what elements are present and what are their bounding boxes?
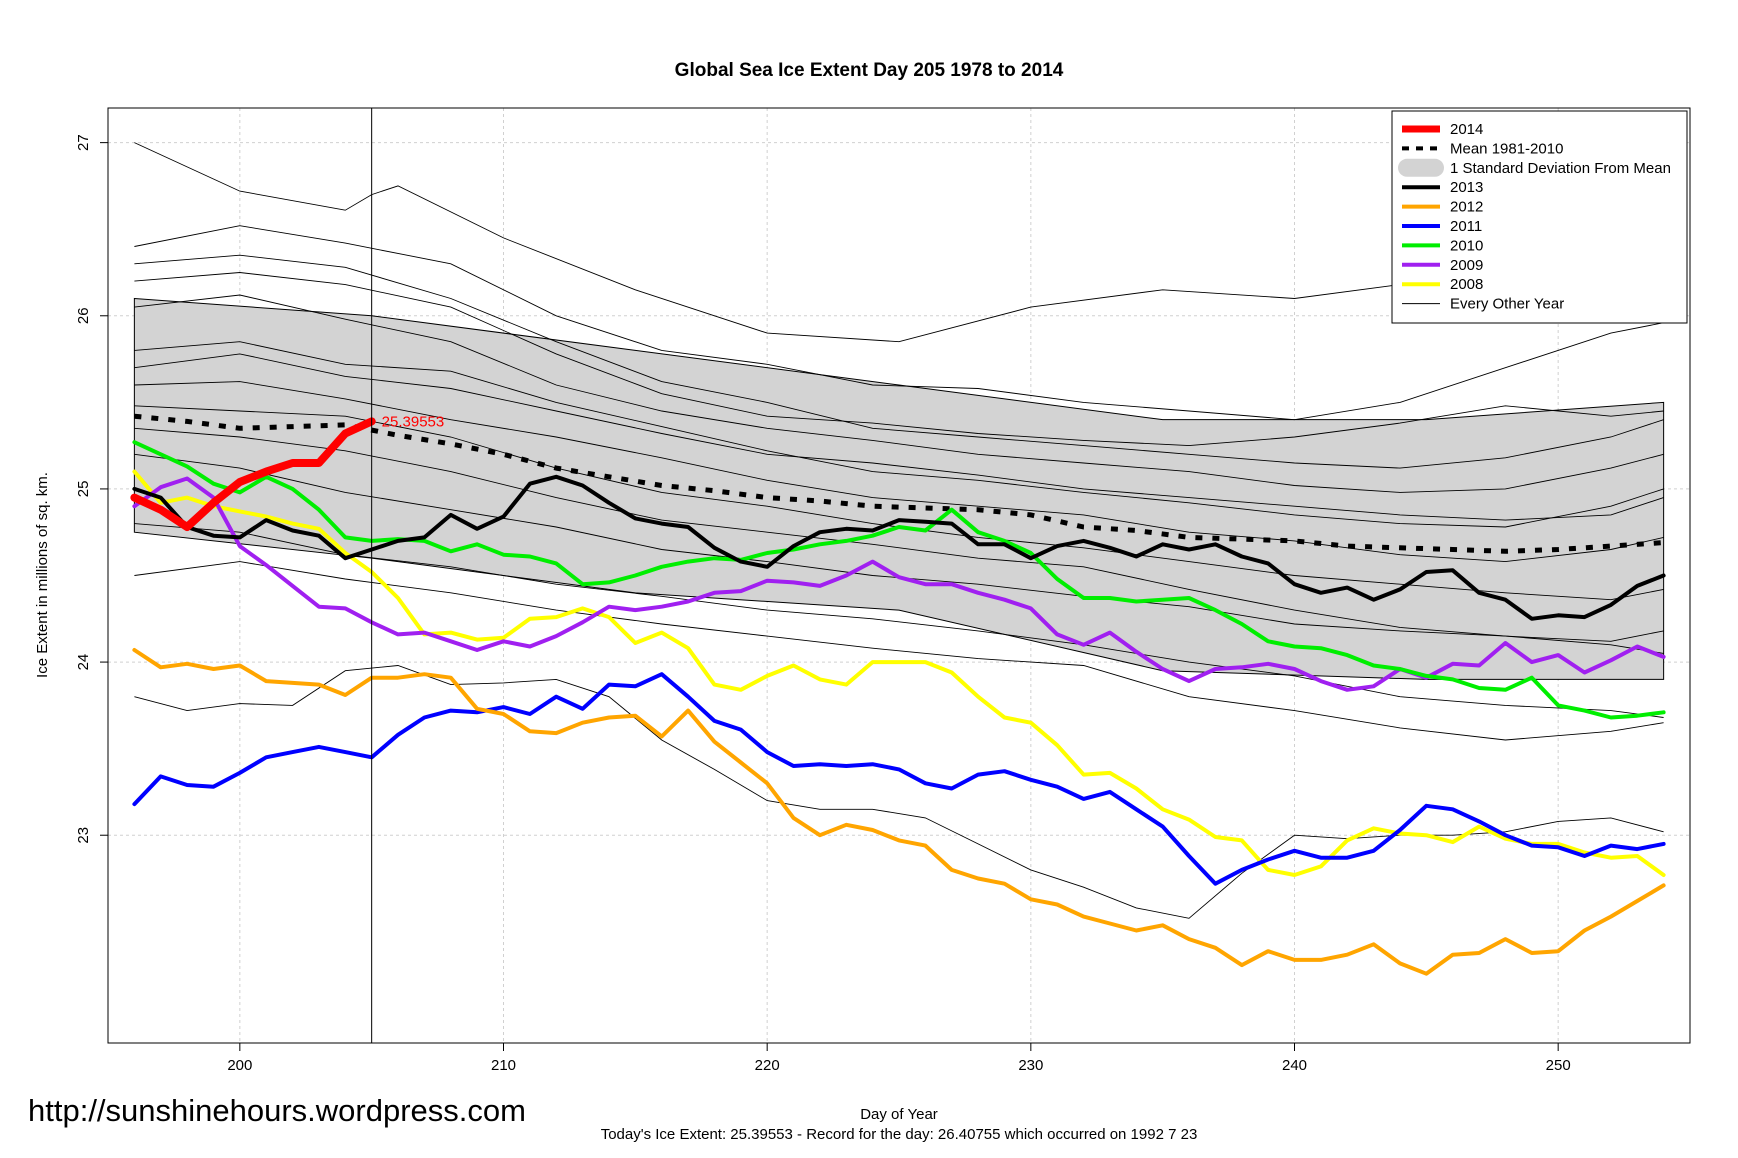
x-tick-label: 230 [1018, 1057, 1043, 1074]
other-year-line [134, 294, 1664, 493]
y-axis-label: Ice Extent in millions of sq. km. [34, 472, 51, 678]
y-tick-label: 27 [75, 134, 92, 151]
x-axis: 200 210 220 230 240 250 [227, 1043, 1571, 1074]
legend-label: 2014 [1450, 121, 1483, 138]
x-tick-label: 210 [491, 1057, 516, 1074]
y-axis: 23 24 25 26 27 [75, 134, 108, 844]
legend: 2014 Mean 1981-2010 1 Standard Deviation F… [1391, 110, 1688, 324]
legend-label: 2008 [1450, 276, 1483, 293]
highlighted-series [130, 413, 1666, 976]
std-dev-band [133, 297, 1665, 680]
x-axis-label: Day of Year [860, 1106, 938, 1123]
other-year-line [134, 427, 1664, 642]
y-tick-label: 23 [75, 827, 92, 844]
legend-label: 2010 [1450, 237, 1483, 254]
other-year-line [134, 381, 1664, 563]
legend-label: 2009 [1450, 257, 1483, 274]
plot-frame [107, 107, 1691, 1044]
y-tick-label: 24 [75, 654, 92, 671]
legend-label: 2013 [1450, 179, 1483, 196]
x-tick-label: 220 [755, 1057, 780, 1074]
other-year-line [134, 561, 1664, 741]
y-tick-label: 25 [75, 481, 92, 498]
other-year-line [134, 341, 1664, 528]
other-year-line [134, 353, 1664, 521]
series-line-2011 [132, 672, 1666, 886]
legend-swatch [1398, 158, 1444, 177]
watermark-url: http://sunshinehours.wordpress.com [28, 1093, 526, 1128]
series-line-mean-1981-2010 [134, 413, 1664, 554]
today-marker: 25.39553 [371, 108, 445, 1043]
legend-label: Every Other Year [1450, 296, 1564, 313]
legend-box [1391, 110, 1688, 324]
other-year-line [134, 272, 1664, 447]
legend-label: 2012 [1450, 199, 1483, 216]
other-year-line [134, 453, 1664, 654]
x-tick-label: 200 [227, 1057, 252, 1074]
other-years-lines [134, 142, 1664, 919]
std-dev-band-area [133, 297, 1665, 680]
other-year-line [134, 142, 1638, 343]
y-tick-label: 26 [75, 307, 92, 324]
chart-subtitle: Today's Ice Extent: 25.39553 - Record fo… [601, 1126, 1198, 1143]
series-line-2014 [130, 417, 376, 531]
legend-label: 1 Standard Deviation From Mean [1450, 160, 1671, 177]
series-line-2013 [132, 474, 1666, 621]
legend-label: Mean 1981-2010 [1450, 140, 1563, 157]
other-year-line [134, 523, 1664, 718]
legend-label: 2011 [1450, 218, 1482, 235]
series-line-2008 [132, 469, 1666, 877]
today-value-label: 25.39553 [382, 413, 445, 430]
other-year-line [134, 254, 1664, 469]
chart-title: Global Sea Ice Extent Day 205 1978 to 20… [675, 60, 1064, 81]
series-line-2012 [132, 648, 1666, 976]
other-year-line [134, 225, 1664, 421]
series-line-2010 [132, 440, 1666, 720]
x-tick-label: 240 [1282, 1057, 1307, 1074]
x-tick-label: 250 [1546, 1057, 1571, 1074]
